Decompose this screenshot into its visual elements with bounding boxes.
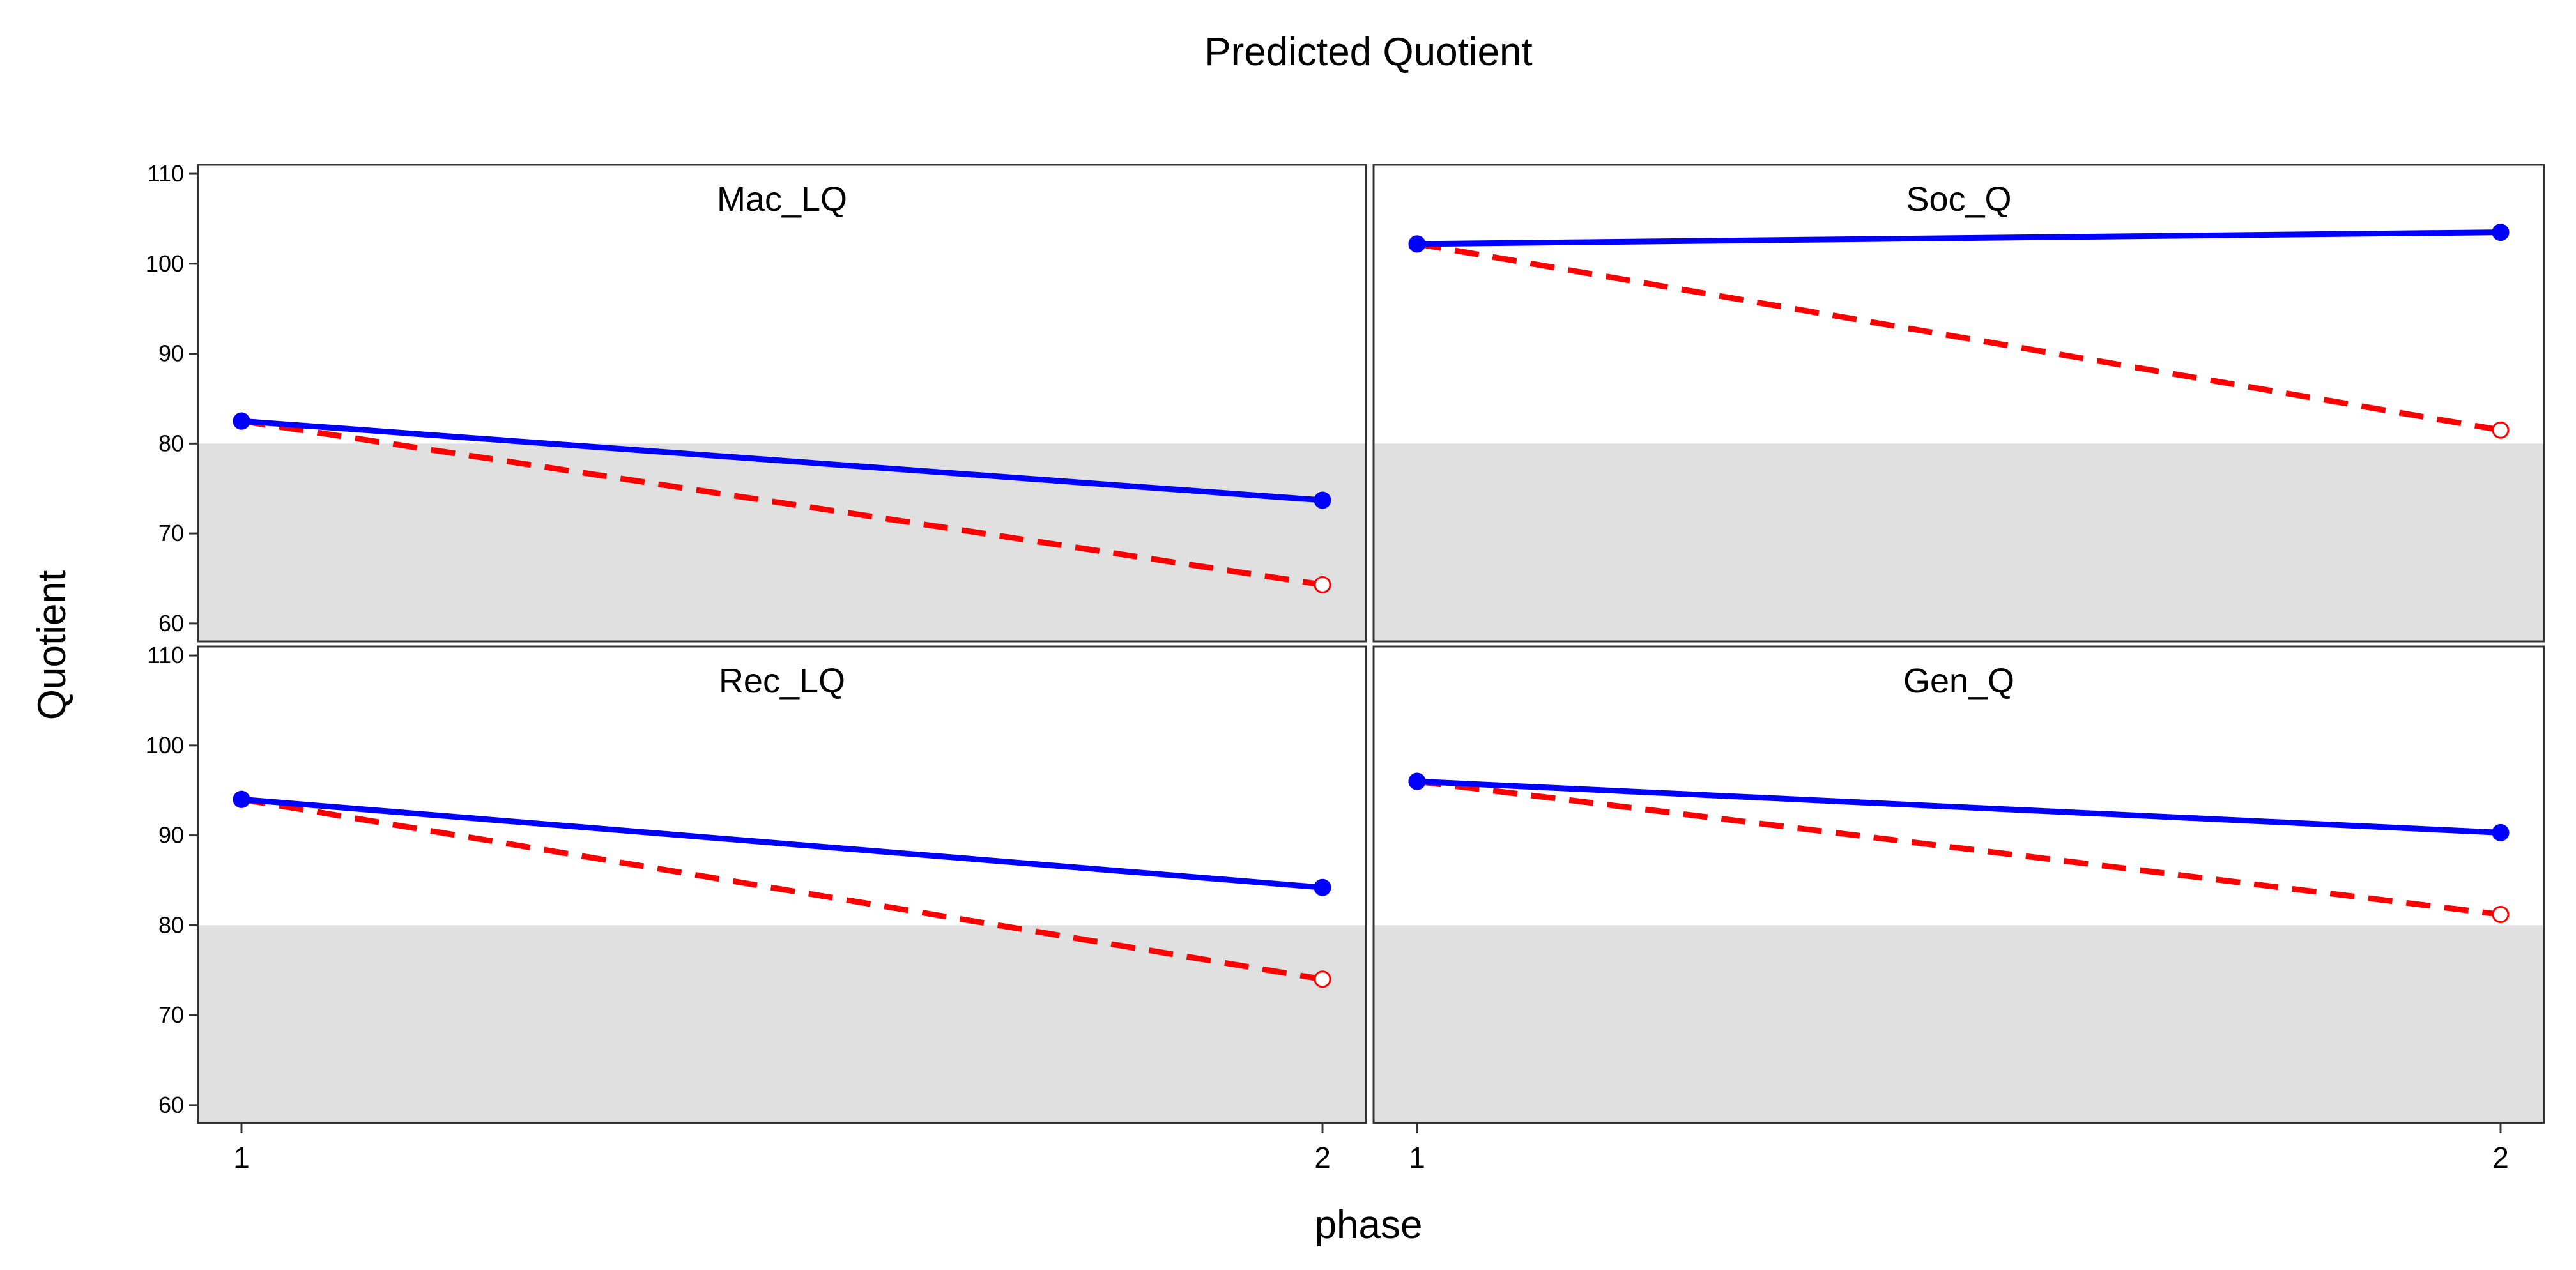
y-tick-label: 60 xyxy=(158,610,184,636)
shaded-band xyxy=(1374,443,2544,641)
y-axis-title: Quotient xyxy=(30,570,74,720)
series-line-solid xyxy=(241,418,1323,503)
y-tick-label: 90 xyxy=(158,822,184,848)
y-tick-label: 70 xyxy=(158,520,184,546)
panel-border xyxy=(1372,164,2545,643)
data-point-solid xyxy=(233,790,250,808)
panel-border xyxy=(1372,645,2545,1124)
series-line-solid xyxy=(1416,778,2501,836)
x-tick-label: 2 xyxy=(2492,1141,2509,1174)
shaded-band xyxy=(198,443,1366,641)
panel-rec-lq: Rec_LQ 60 70 80 90 100 110 1 2 xyxy=(146,642,1367,1174)
data-point-dashed xyxy=(1314,970,1331,988)
panel-border xyxy=(197,645,1367,1124)
panel-border xyxy=(197,164,1367,643)
panel-label: Mac_LQ xyxy=(717,180,847,218)
panel-grid: Mac_LQ 60 70 80 90 100 110 Soc_Q Rec_LQ 60 70 80 90 1… xyxy=(146,160,2545,1174)
panel-gen-q: Gen_Q 1 2 xyxy=(1372,645,2545,1174)
panel-label: Gen_Q xyxy=(1903,662,2014,700)
y-tick-label: 110 xyxy=(148,160,184,187)
y-tick-label: 80 xyxy=(158,912,184,938)
series-line-dashed xyxy=(1416,241,2501,433)
y-tick-label: 90 xyxy=(158,340,184,367)
data-point-dashed xyxy=(2492,905,2510,923)
data-point-solid xyxy=(1314,878,1331,896)
data-point-solid xyxy=(1314,491,1331,509)
y-tick-label: 100 xyxy=(146,250,184,277)
y-tick-label: 80 xyxy=(158,430,184,456)
data-point-solid xyxy=(1408,235,1426,253)
x-axis-title: phase xyxy=(1315,1203,1423,1247)
series-line-solid xyxy=(241,796,1323,891)
y-tick-label: 70 xyxy=(158,1002,184,1028)
y-tick-label: 60 xyxy=(158,1092,184,1118)
panel-mac-lq: Mac_LQ 60 70 80 90 100 110 xyxy=(146,160,1367,643)
series-line-dashed xyxy=(241,796,1323,983)
panel-soc-q: Soc_Q xyxy=(1372,164,2545,643)
panel-label: Soc_Q xyxy=(1906,180,2011,218)
data-point-solid xyxy=(2492,823,2510,841)
data-point-solid xyxy=(1408,772,1426,790)
data-point-dashed xyxy=(2492,421,2510,439)
series-line-dashed xyxy=(1416,778,2501,917)
x-tick-label: 2 xyxy=(1314,1141,1331,1174)
y-tick-label: 100 xyxy=(146,732,184,758)
data-point-solid xyxy=(233,412,250,430)
series-line-solid xyxy=(1416,229,2501,247)
shaded-band xyxy=(1374,925,2544,1123)
y-tick-label: 110 xyxy=(148,642,184,668)
shaded-band xyxy=(198,925,1366,1123)
x-tick-label: 1 xyxy=(1409,1141,1425,1174)
data-point-dashed xyxy=(1314,576,1331,593)
x-tick-label: 1 xyxy=(233,1141,250,1174)
data-point-solid xyxy=(2492,224,2510,241)
panel-label: Rec_LQ xyxy=(719,662,845,700)
chart-title: Predicted Quotient xyxy=(1204,30,1533,74)
series-line-dashed xyxy=(241,418,1323,588)
